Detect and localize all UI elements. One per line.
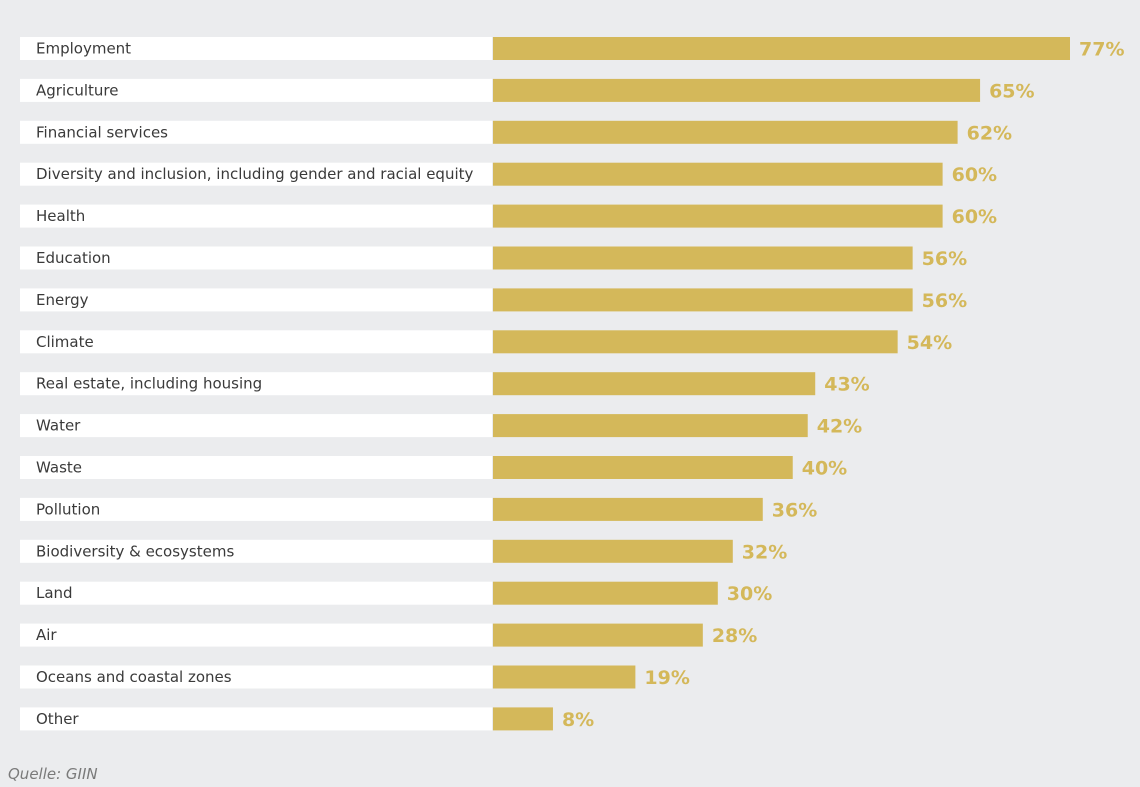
bar-chart: Employment 77% Agriculture 65% Financial ser… [20, 37, 1124, 731]
value-label: 65% [989, 80, 1034, 102]
category-strip [20, 623, 492, 647]
category-label: Other [36, 710, 79, 728]
category-label: Oceans and coastal zones [36, 668, 232, 686]
bar [493, 372, 816, 396]
category-strip [20, 37, 492, 60]
value-label: 56% [922, 248, 967, 270]
category-label: Real estate, including housing [36, 375, 262, 393]
bar [493, 204, 943, 228]
value-label: 36% [772, 499, 817, 521]
bar [493, 456, 793, 479]
category-strip [20, 581, 492, 605]
category-label: Land [36, 584, 73, 602]
bar [493, 707, 553, 731]
category-label: Diversity and inclusion, including gende… [36, 165, 474, 183]
category-strip [20, 330, 492, 354]
bar [493, 623, 703, 647]
category-strip [20, 246, 492, 270]
category-strip [20, 456, 492, 479]
bar [493, 78, 981, 102]
category-strip [20, 707, 492, 731]
category-label: Health [36, 207, 85, 225]
category-label: Agriculture [36, 81, 119, 99]
value-label: 77% [1079, 39, 1124, 61]
category-strip [20, 288, 492, 312]
category-strip [20, 414, 492, 438]
value-label: 60% [952, 164, 997, 186]
value-label: 56% [922, 290, 967, 312]
value-label: 60% [952, 206, 997, 228]
category-strip [20, 204, 492, 228]
category-label: Education [36, 249, 111, 267]
bar [493, 581, 718, 605]
category-strip [20, 372, 492, 396]
category-strip [20, 497, 492, 521]
bar [493, 288, 913, 312]
category-label: Biodiversity & ecosystems [36, 542, 234, 560]
category-label: Employment [36, 40, 131, 58]
bar [493, 414, 808, 438]
bar [493, 37, 1070, 60]
value-label: 62% [967, 122, 1012, 144]
value-label: 19% [644, 667, 689, 689]
bar [493, 246, 913, 270]
category-label: Water [36, 417, 81, 435]
value-label: 28% [712, 625, 757, 647]
category-strip [20, 162, 492, 186]
category-label: Energy [36, 291, 89, 309]
category-label: Waste [36, 459, 82, 477]
category-strip [20, 120, 492, 144]
bar [493, 539, 733, 563]
category-label: Climate [36, 333, 94, 351]
value-label: 42% [817, 416, 862, 438]
bar [493, 120, 958, 144]
category-label: Financial services [36, 123, 168, 141]
bar [493, 162, 943, 186]
source-note: Quelle: GIIN [8, 765, 98, 783]
bar [493, 330, 898, 354]
value-label: 8% [562, 709, 594, 731]
value-label: 32% [742, 541, 787, 563]
value-label: 54% [907, 332, 952, 354]
category-strip [20, 539, 492, 563]
bar [493, 497, 763, 521]
value-label: 40% [802, 458, 847, 480]
category-strip [20, 78, 492, 102]
category-label: Pollution [36, 500, 100, 518]
bar [493, 665, 636, 689]
category-label: Air [36, 626, 57, 644]
category-strip [20, 665, 492, 689]
value-label: 30% [727, 583, 772, 605]
value-label: 43% [824, 374, 869, 396]
